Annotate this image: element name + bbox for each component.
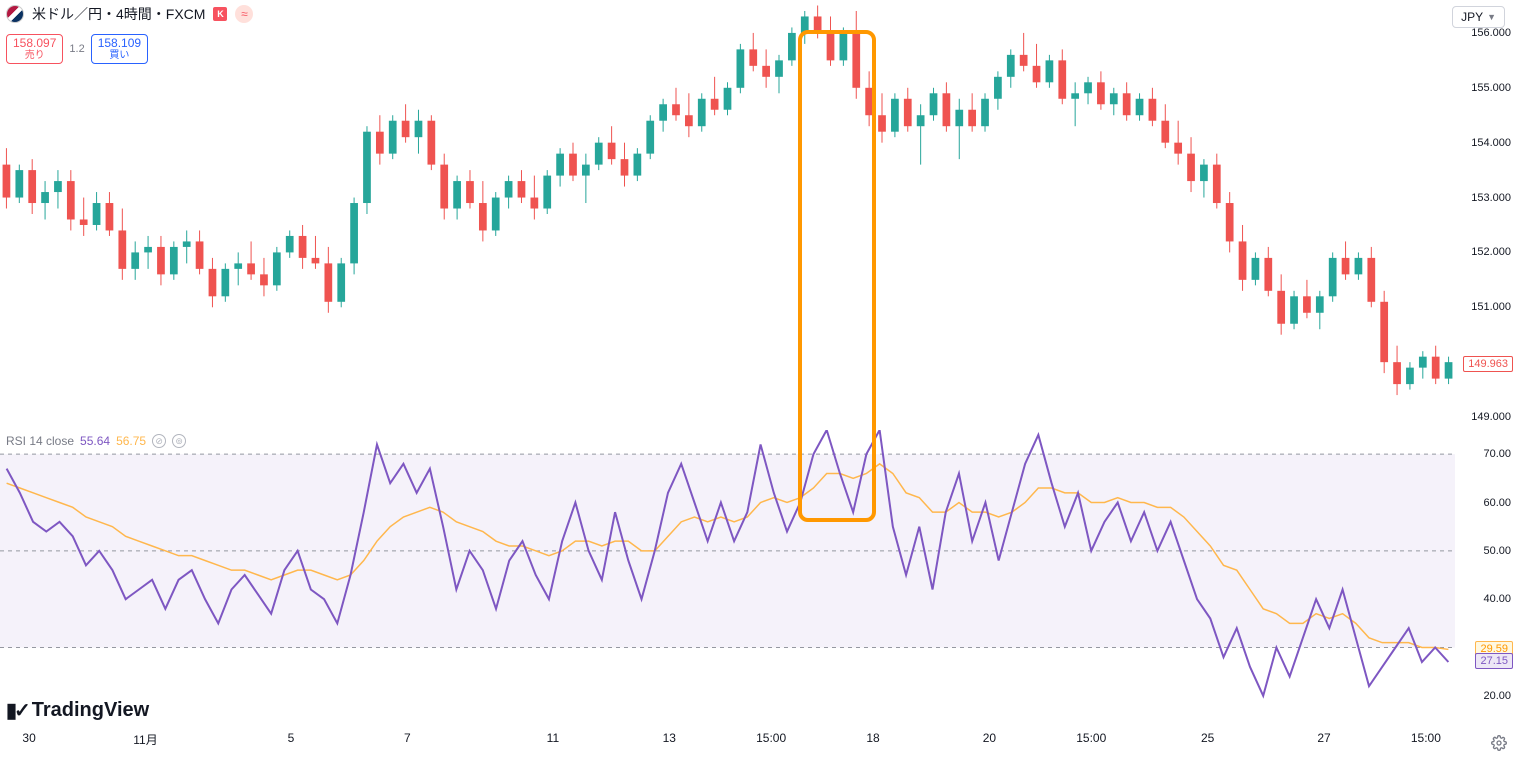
- last-price-tag: 149.963: [1463, 356, 1513, 372]
- price-axis[interactable]: 149.000150.000151.000152.000153.000154.0…: [1455, 0, 1515, 428]
- tradingview-mark-icon: ▮✓: [6, 698, 28, 723]
- time-tick: 15:00: [1411, 731, 1441, 745]
- price-tick: 154.000: [1471, 137, 1511, 149]
- time-tick: 27: [1317, 731, 1330, 745]
- time-tick: 30: [22, 731, 35, 745]
- time-tick: 25: [1201, 731, 1214, 745]
- price-tick: 155.000: [1471, 82, 1511, 94]
- rsi-tick: 40.00: [1483, 593, 1511, 605]
- time-tick: 15:00: [756, 731, 786, 745]
- rsi-tick: 60.00: [1483, 497, 1511, 509]
- rsi-tick: 70.00: [1483, 448, 1511, 460]
- time-tick: 18: [866, 731, 879, 745]
- rsi-purple-tag: 27.15: [1475, 653, 1513, 669]
- price-chart-pane[interactable]: [0, 0, 1455, 428]
- rsi-pane[interactable]: [0, 430, 1455, 720]
- tradingview-text: TradingView: [32, 699, 149, 722]
- rsi-tick: 50.00: [1483, 545, 1511, 557]
- time-axis[interactable]: 30 11月 5 7 11 13 15:00 18 20 15:00 25 27 15:00: [0, 723, 1455, 759]
- tradingview-logo[interactable]: ▮✓ TradingView: [6, 698, 149, 723]
- time-tick: 15:00: [1076, 731, 1106, 745]
- price-tick: 153.000: [1471, 192, 1511, 204]
- rsi-tick: 20.00: [1483, 690, 1511, 702]
- price-tick: 152.000: [1471, 246, 1511, 258]
- time-tick: 13: [663, 731, 676, 745]
- time-tick: 11月: [133, 731, 157, 748]
- time-tick: 5: [288, 731, 295, 745]
- gear-icon[interactable]: [1491, 735, 1507, 751]
- time-tick: 11: [547, 731, 559, 745]
- price-tick: 151.000: [1471, 301, 1511, 313]
- price-tick: 149.000: [1471, 411, 1511, 423]
- price-tick: 156.000: [1471, 27, 1511, 39]
- time-tick: 7: [404, 731, 411, 745]
- rsi-axis[interactable]: 20.0030.0040.0050.0060.0070.0029.5927.15: [1455, 430, 1515, 720]
- time-tick: 20: [983, 731, 996, 745]
